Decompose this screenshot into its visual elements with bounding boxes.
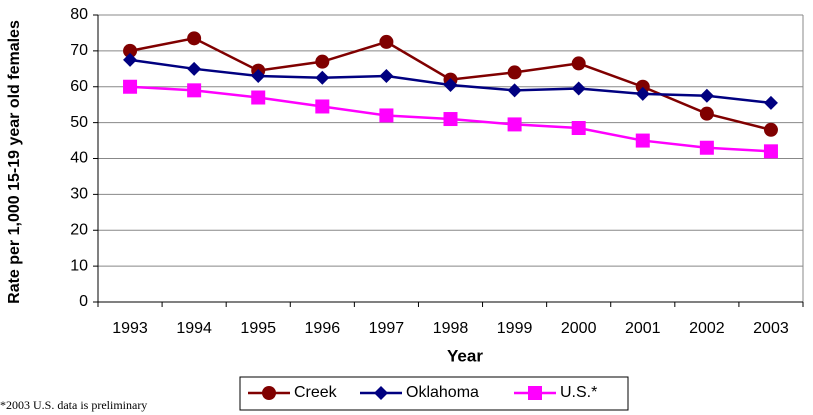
- y-tick-label: 30: [70, 186, 88, 203]
- legend-marker: [262, 386, 276, 400]
- x-tick-label: 2003: [753, 320, 789, 337]
- point: [187, 31, 202, 46]
- point: [251, 68, 266, 83]
- x-tick-label: 1995: [240, 320, 276, 337]
- point: [763, 95, 778, 110]
- footnote: *2003 U.S. data is preliminary: [0, 398, 148, 412]
- point: [763, 122, 778, 137]
- x-tick-label: 2001: [625, 320, 661, 337]
- point: [379, 68, 394, 83]
- legend-box: [239, 376, 629, 411]
- y-tick-label: 0: [79, 293, 88, 310]
- x-tick-label: 1993: [112, 320, 148, 337]
- point: [251, 90, 266, 105]
- point: [443, 77, 458, 92]
- x-tick-label: 1994: [176, 320, 212, 337]
- x-tick-label: 1998: [433, 320, 469, 337]
- point: [763, 144, 778, 159]
- y-tick-label: 40: [70, 150, 88, 167]
- x-axis-title: Year: [447, 346, 483, 365]
- y-axis-title: Rate per 1,000 15-19 year old females: [6, 20, 23, 304]
- legend-marker: [528, 386, 542, 400]
- point: [699, 106, 714, 121]
- point: [571, 56, 586, 71]
- y-tick-label: 60: [70, 78, 88, 95]
- point: [635, 133, 650, 148]
- point: [123, 79, 138, 94]
- y-tick-label: 10: [70, 257, 88, 274]
- point: [699, 140, 714, 155]
- point: [571, 81, 586, 96]
- x-tick-label: 2002: [689, 320, 725, 337]
- legend-label: Oklahoma: [406, 384, 479, 401]
- point: [699, 88, 714, 103]
- point: [507, 83, 522, 98]
- point: [187, 61, 202, 76]
- point: [187, 83, 202, 98]
- y-tick-label: 20: [70, 221, 88, 238]
- point: [379, 108, 394, 123]
- x-tick-label: 1997: [369, 320, 405, 337]
- legend-label: U.S.*: [560, 384, 597, 401]
- x-tick-label: 2000: [561, 320, 597, 337]
- legend-label: Creek: [294, 384, 338, 401]
- point: [443, 112, 458, 127]
- y-tick-label: 80: [70, 6, 88, 23]
- point: [635, 79, 650, 94]
- point: [571, 121, 586, 136]
- y-tick-label: 70: [70, 42, 88, 59]
- point: [635, 86, 650, 101]
- legend-marker: [374, 386, 388, 400]
- x-tick-label: 1999: [497, 320, 533, 337]
- point: [315, 70, 330, 85]
- point: [379, 34, 394, 49]
- point: [123, 43, 138, 58]
- point: [315, 99, 330, 114]
- point: [123, 52, 138, 67]
- point: [507, 117, 522, 132]
- y-tick-label: 50: [70, 114, 88, 131]
- point: [315, 54, 330, 69]
- point: [507, 65, 522, 80]
- x-tick-label: 1996: [305, 320, 341, 337]
